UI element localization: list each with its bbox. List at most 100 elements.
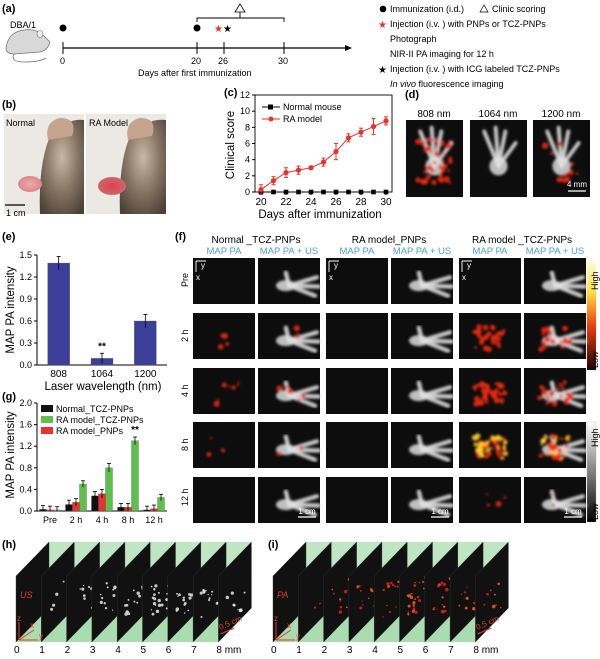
slice-signal xyxy=(153,587,156,591)
map-pa-us-image xyxy=(408,489,454,517)
c-point xyxy=(270,178,277,184)
slice-signal xyxy=(151,612,155,616)
chartG-category-label: 4 h xyxy=(96,515,109,525)
f-row-label: Pre xyxy=(180,273,190,287)
c-xtick-label: 30 xyxy=(380,197,392,208)
pa-signal xyxy=(543,343,548,348)
slice-signal xyxy=(177,595,179,597)
e-xlabel: Laser wavelength (nm) xyxy=(45,381,162,393)
map-pa-us-image xyxy=(538,325,587,353)
pa-signal xyxy=(548,446,551,449)
pa-signal xyxy=(486,503,490,507)
map-pa-us-image xyxy=(275,380,321,408)
slice-tick: 0 xyxy=(14,645,20,654)
pa-signal xyxy=(564,444,569,448)
map-pa-image xyxy=(471,433,509,460)
f-axis-x: x xyxy=(329,273,333,282)
slice-signal xyxy=(338,610,343,614)
pa-signal xyxy=(499,331,504,336)
c-ytick-label: 0 xyxy=(245,187,250,197)
slice-tick: 3 xyxy=(90,645,96,654)
pa-signal xyxy=(479,341,484,345)
slice-signal xyxy=(358,584,361,588)
c-point xyxy=(295,167,302,173)
c-point xyxy=(383,189,389,195)
map-pa-us-image xyxy=(541,270,587,298)
slice-signal xyxy=(207,594,209,596)
c-point xyxy=(370,123,377,130)
c-point xyxy=(308,189,314,195)
c-xtick-label: 26 xyxy=(330,197,342,208)
slice-signal xyxy=(339,605,343,609)
map-pa-us-image xyxy=(275,489,321,517)
slice-signal xyxy=(491,604,496,609)
pa-signal xyxy=(549,445,557,452)
pa-signal xyxy=(550,339,556,345)
colorbar-gray xyxy=(586,421,597,523)
slice-tick: 7 xyxy=(191,645,197,654)
slice-signal xyxy=(370,588,373,592)
slice-signal xyxy=(414,598,417,601)
axis-z: z xyxy=(274,614,278,623)
pa-signal xyxy=(231,385,236,390)
pa-signal xyxy=(422,178,429,185)
slice-signal xyxy=(361,600,363,602)
legend-fluorescence: In vivo fluorescence imaging xyxy=(390,79,504,89)
slice-signal xyxy=(79,588,81,590)
f-axis-y: y xyxy=(467,261,471,270)
pa-signal xyxy=(420,141,426,146)
chartE-category-label: 1200 xyxy=(134,369,157,380)
g-ylabel: MAP PA intensity xyxy=(5,411,17,498)
panel-label-e: (e) xyxy=(2,231,16,243)
slice-signal xyxy=(232,603,236,607)
tick-20: 20 xyxy=(191,56,201,66)
pa-signal xyxy=(484,450,487,453)
slice-signal xyxy=(460,593,463,596)
slice-signal xyxy=(82,594,86,597)
slice-signal xyxy=(359,606,363,610)
chartG-category-label: 12 h xyxy=(145,515,163,525)
map-pa-us-image xyxy=(537,380,587,408)
chartG-legend-swatch xyxy=(41,427,53,434)
slice-tick: 5 xyxy=(141,645,147,654)
slice-signal xyxy=(339,600,342,602)
pa-signal xyxy=(435,145,438,149)
c-point xyxy=(296,189,301,195)
slice-signal xyxy=(113,587,116,590)
pa-signal xyxy=(475,401,481,406)
slice-signal xyxy=(239,608,243,612)
slice-signal xyxy=(200,615,203,618)
f-scale-label: 1 cm xyxy=(564,507,582,516)
panel-label-b: (b) xyxy=(2,99,16,111)
slice-signal xyxy=(230,591,235,595)
slice-tick: 6 xyxy=(423,645,429,654)
pa-signal xyxy=(490,447,493,450)
pa-signal xyxy=(447,169,451,172)
slice-signal xyxy=(183,612,186,614)
slice-signal xyxy=(182,598,185,602)
pa-signal xyxy=(443,152,447,157)
slice-signal xyxy=(411,609,416,613)
slice-signal xyxy=(166,592,168,595)
slice-signal xyxy=(386,604,388,607)
pa-signal xyxy=(562,337,567,342)
chartG-legend-swatch xyxy=(41,416,53,423)
slice-tick: 1 xyxy=(39,645,45,654)
pa-signal xyxy=(276,385,283,392)
slice-signal xyxy=(136,601,139,604)
slice-signal xyxy=(410,592,413,595)
chartG-legend-label: RA model_TCZ-PNPs xyxy=(56,415,144,425)
chartG-legend-label: RA model_PNPs xyxy=(56,426,124,436)
colorbar-high: High xyxy=(590,271,600,290)
c-point xyxy=(346,189,351,195)
slice-tick: 0 xyxy=(271,645,277,654)
chartG-bar xyxy=(105,467,113,512)
c-point xyxy=(271,189,276,195)
colorbar-low-2: Low xyxy=(590,503,600,520)
pa-signal xyxy=(228,385,231,388)
tick-26: 26 xyxy=(218,56,228,66)
pa-signal xyxy=(426,137,431,142)
slice-signal xyxy=(124,604,127,607)
